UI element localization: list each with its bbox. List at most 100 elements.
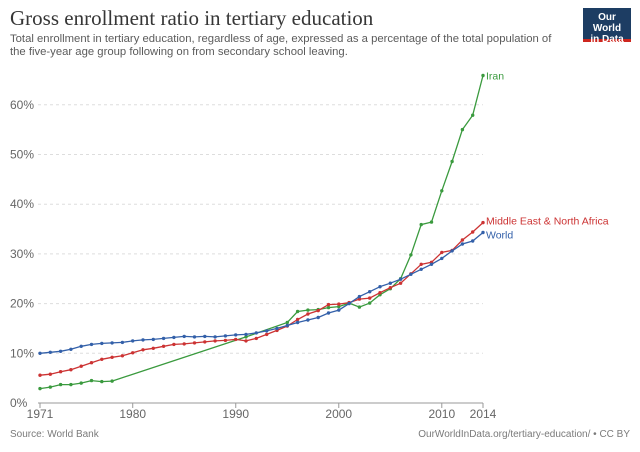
data-point-iran-2014 xyxy=(481,73,485,78)
data-point-middle-east-north-africa-1975 xyxy=(79,364,83,368)
data-point-world-2005 xyxy=(388,281,392,285)
y-tick-label-30: 30% xyxy=(10,247,34,261)
data-point-world-1997 xyxy=(306,318,310,322)
data-point-world-1999 xyxy=(326,311,331,315)
data-point-middle-east-north-africa-1977 xyxy=(100,357,104,361)
data-point-middle-east-north-africa-1973 xyxy=(58,370,63,374)
series-label-iran: Iran xyxy=(486,70,504,82)
series-line-middle-east-north-africa xyxy=(39,222,484,376)
chart-subtitle: Total enrollment in tertiary education, … xyxy=(10,33,552,58)
data-point-world-1977 xyxy=(100,341,104,346)
data-point-middle-east-north-africa-1978 xyxy=(110,355,114,359)
data-point-iran-1975 xyxy=(79,381,83,385)
data-point-world-2009 xyxy=(429,262,434,266)
data-point-world-2000 xyxy=(337,308,341,312)
data-point-world-1992 xyxy=(254,331,258,335)
x-tick-label-1980: 1980 xyxy=(119,407,146,421)
series-label-middle-east-north-africa: Middle East & North Africa xyxy=(486,216,609,228)
owid-logo[interactable]: Our World in Data xyxy=(583,8,631,45)
data-point-world-1979 xyxy=(120,340,125,345)
data-point-world-1998 xyxy=(316,315,320,320)
data-point-middle-east-north-africa-2014 xyxy=(481,220,485,225)
data-point-middle-east-north-africa-1988 xyxy=(213,339,217,343)
data-point-iran-2010 xyxy=(440,189,444,193)
data-point-middle-east-north-africa-1993 xyxy=(265,332,269,337)
data-point-world-2007 xyxy=(409,272,413,276)
data-point-middle-east-north-africa-1984 xyxy=(172,342,176,347)
data-point-world-2014 xyxy=(481,230,485,235)
license-link[interactable]: OurWorldInData.org/tertiary-education/ •… xyxy=(418,429,630,440)
data-point-world-2003 xyxy=(368,290,372,294)
data-point-middle-east-north-africa-2002 xyxy=(357,297,362,301)
data-point-middle-east-north-africa-1990 xyxy=(234,337,238,342)
data-point-iran-1978 xyxy=(110,379,114,383)
chart-title: Gross enrollment ratio in tertiary educa… xyxy=(10,6,374,30)
data-point-world-2012 xyxy=(460,242,465,246)
data-point-world-1975 xyxy=(79,344,83,348)
data-point-world-1972 xyxy=(48,350,52,354)
data-point-world-1987 xyxy=(203,334,207,339)
data-point-middle-east-north-africa-2004 xyxy=(378,291,382,295)
logo-line-2: in Data xyxy=(590,34,624,45)
x-tick-label-2000: 2000 xyxy=(325,407,352,421)
data-point-middle-east-north-africa-1986 xyxy=(192,341,197,345)
data-point-middle-east-north-africa-1992 xyxy=(254,336,258,341)
data-point-middle-east-north-africa-1996 xyxy=(295,317,300,322)
y-tick-label-60: 60% xyxy=(10,98,34,112)
data-point-middle-east-north-africa-1991 xyxy=(244,339,248,343)
series-label-world: World xyxy=(486,230,513,242)
data-point-middle-east-north-africa-1985 xyxy=(182,342,186,346)
data-point-world-1990 xyxy=(234,333,238,337)
data-point-iran-2002 xyxy=(357,305,362,309)
data-point-middle-east-north-africa-1983 xyxy=(161,344,166,348)
data-point-middle-east-north-africa-1989 xyxy=(223,338,228,343)
series-line-iran xyxy=(39,75,484,390)
data-point-world-1974 xyxy=(69,347,73,351)
data-point-world-1988 xyxy=(213,335,217,339)
x-tick-label-1990: 1990 xyxy=(222,407,249,421)
data-point-world-1984 xyxy=(172,335,176,340)
data-point-world-2006 xyxy=(398,277,403,281)
data-point-middle-east-north-africa-2012 xyxy=(460,238,465,242)
source-note: Source: World Bank xyxy=(10,429,99,440)
y-tick-label-20: 20% xyxy=(10,297,34,311)
data-point-middle-east-north-africa-1987 xyxy=(203,340,207,344)
data-point-middle-east-north-africa-2003 xyxy=(368,296,372,300)
data-point-iran-1976 xyxy=(89,378,94,383)
data-point-world-2011 xyxy=(450,249,454,253)
data-point-iran-1973 xyxy=(58,382,63,387)
data-point-world-1982 xyxy=(151,337,155,342)
series-line-world xyxy=(39,231,484,354)
data-point-world-1993 xyxy=(265,329,269,333)
data-point-iran-1999 xyxy=(326,305,331,310)
x-tick-label-1971: 1971 xyxy=(27,407,54,421)
data-point-middle-east-north-africa-1999 xyxy=(326,302,331,307)
data-point-middle-east-north-africa-1972 xyxy=(48,372,52,376)
data-point-world-1996 xyxy=(295,320,300,325)
data-point-middle-east-north-africa-1980 xyxy=(131,351,135,355)
data-point-world-2004 xyxy=(378,285,382,289)
data-point-world-2008 xyxy=(419,267,423,271)
y-tick-label-0: 0% xyxy=(10,396,28,410)
data-point-iran-2007 xyxy=(409,253,413,257)
data-point-world-2002 xyxy=(357,294,362,299)
data-point-world-2010 xyxy=(440,256,444,261)
data-point-iran-2000 xyxy=(337,304,341,309)
data-point-iran-2013 xyxy=(471,113,475,117)
data-point-world-1971 xyxy=(38,351,42,355)
data-point-world-1985 xyxy=(182,334,186,339)
data-point-world-1991 xyxy=(244,332,248,337)
data-point-iran-1996 xyxy=(295,309,300,314)
y-tick-label-10: 10% xyxy=(10,346,34,360)
data-point-middle-east-north-africa-1974 xyxy=(69,368,73,372)
data-point-world-1981 xyxy=(141,338,145,342)
data-point-middle-east-north-africa-1971 xyxy=(38,373,42,377)
data-point-world-1980 xyxy=(131,339,135,343)
data-point-iran-2012 xyxy=(460,127,465,132)
data-point-middle-east-north-africa-2000 xyxy=(337,302,341,306)
data-point-iran-1974 xyxy=(69,382,73,387)
data-point-world-1994 xyxy=(275,326,279,331)
data-point-iran-1997 xyxy=(306,308,310,312)
